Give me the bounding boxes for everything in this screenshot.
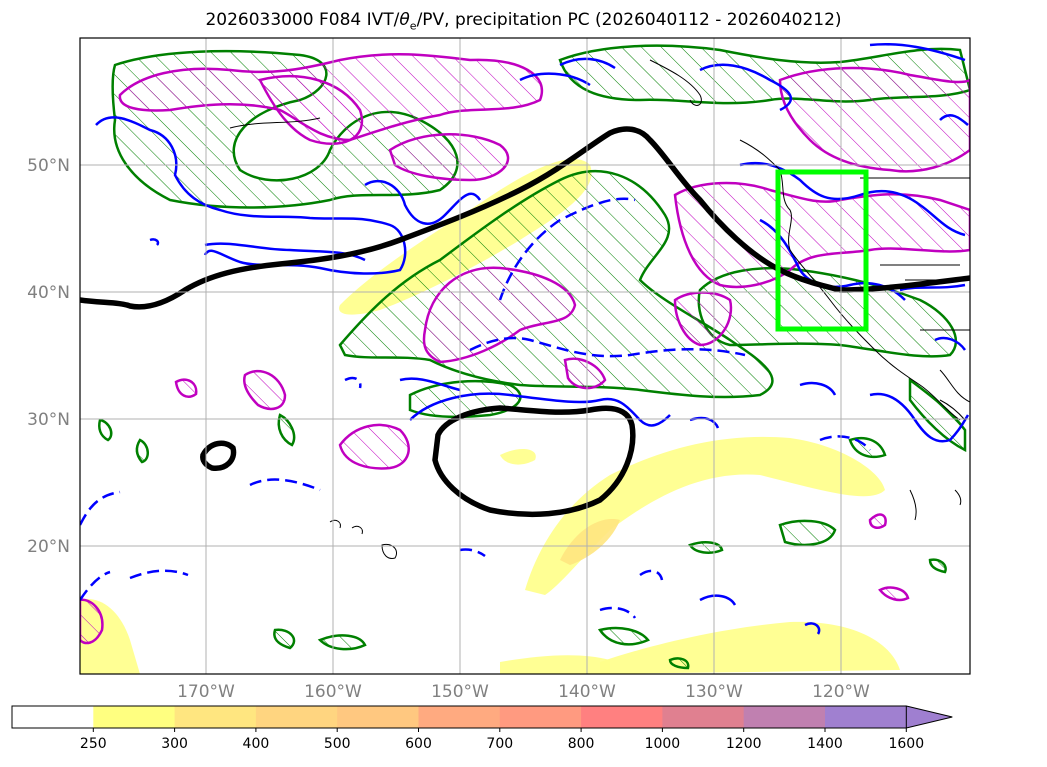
highlight-region-box <box>775 169 869 332</box>
lon-label-140w: 140°W <box>558 682 616 702</box>
colorbar-segment <box>337 706 419 728</box>
colorbar-segment <box>174 706 257 728</box>
colorbar-segment <box>825 706 907 728</box>
map-title: 2026033000 F084 IVT/θe/PV, precipitation… <box>205 10 842 33</box>
colorbar-tick-label: 500 <box>324 736 351 752</box>
colorbar-tick-label: 300 <box>161 736 188 752</box>
ivt-contours <box>80 52 970 645</box>
precipitation-fill <box>80 159 900 674</box>
colorbar-segment <box>743 706 826 728</box>
gridlines <box>80 38 970 674</box>
colorbar: 250 300 400 500 600 700 800 1000 1200 1400 1600 <box>11 705 953 752</box>
colorbar-tick-label: 700 <box>486 736 513 752</box>
colorbar-segment <box>662 706 745 728</box>
coastlines <box>229 59 970 559</box>
map-frame <box>79 37 971 675</box>
lat-labels: 50°N 40°N 30°N 20°N <box>27 156 70 557</box>
lon-labels: 170°W 160°W 150°W 140°W 130°W 120°W <box>177 682 870 702</box>
theta-e-dashed-contours <box>80 197 871 619</box>
colorbar-segment <box>581 706 663 728</box>
lat-label-30n: 30°N <box>27 410 70 430</box>
lon-label-150w: 150°W <box>431 682 489 702</box>
colorbar-tick-label: 800 <box>568 736 595 752</box>
lat-label-20n: 20°N <box>27 537 70 557</box>
lat-label-40n: 40°N <box>27 283 70 303</box>
lon-label-170w: 170°W <box>177 682 235 702</box>
lon-label-130w: 130°W <box>685 682 743 702</box>
lat-label-50n: 50°N <box>27 156 70 176</box>
colorbar-tick-label: 1400 <box>807 736 843 752</box>
jet-contours <box>80 126 970 518</box>
colorbar-tick-label: 1600 <box>888 736 924 752</box>
colorbar-segment <box>418 706 501 728</box>
colorbar-segment <box>255 706 338 728</box>
colorbar-tick-label: 600 <box>405 736 432 752</box>
colorbar-tick-label: 400 <box>243 736 270 752</box>
colorbar-tick-label: 1000 <box>645 736 681 752</box>
colorbar-tick-label: 1200 <box>726 736 762 752</box>
lon-label-120w: 120°W <box>812 682 870 702</box>
colorbar-segment <box>499 706 582 728</box>
colorbar-segment <box>12 706 94 728</box>
colorbar-segment <box>93 706 176 728</box>
lon-label-160w: 160°W <box>304 682 362 702</box>
colorbar-tick-label: 250 <box>80 736 107 752</box>
colorbar-extend-arrow <box>905 705 953 729</box>
